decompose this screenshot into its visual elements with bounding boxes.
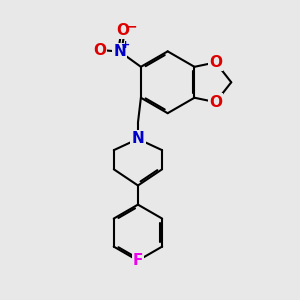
Text: N: N bbox=[132, 131, 144, 146]
Text: O: O bbox=[209, 95, 222, 110]
Text: O: O bbox=[93, 43, 106, 58]
Text: −: − bbox=[125, 20, 137, 34]
Text: O: O bbox=[117, 23, 130, 38]
Text: F: F bbox=[133, 253, 143, 268]
Text: N: N bbox=[113, 44, 126, 59]
Text: +: + bbox=[121, 40, 130, 50]
Text: O: O bbox=[209, 55, 222, 70]
